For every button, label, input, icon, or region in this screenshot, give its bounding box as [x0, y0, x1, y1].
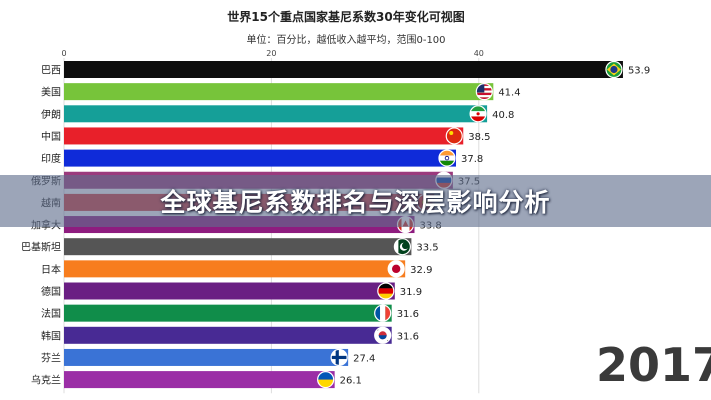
chart-title: 世界15个重点国家基尼系数30年变化可视图 [227, 9, 464, 24]
category-label: 巴基斯坦 [21, 241, 61, 254]
bar [64, 260, 406, 278]
brazil-flag-icon [605, 60, 623, 79]
value-label: 32.9 [410, 265, 432, 276]
value-label: 31.9 [400, 287, 422, 298]
pakistan-flag-icon [393, 238, 411, 256]
finland-flag-icon [330, 348, 348, 367]
bar [64, 61, 623, 78]
bar [64, 83, 494, 101]
category-label: 印度 [41, 152, 61, 165]
value-label: 33.5 [416, 243, 438, 254]
value-label: 41.4 [498, 88, 520, 99]
category-label: 德国 [41, 285, 61, 298]
category-label: 日本 [41, 263, 61, 276]
value-label: 37.8 [461, 154, 483, 165]
x-tick-label: 40 [474, 49, 484, 58]
bar [64, 371, 335, 389]
category-label: 芬兰 [41, 351, 61, 364]
bar [64, 326, 392, 344]
iran-flag-icon [469, 105, 487, 123]
germany-flag-icon [377, 282, 395, 300]
category-label: 韩国 [41, 329, 61, 342]
value-label: 26.1 [340, 376, 362, 387]
korea-flag-icon [374, 326, 392, 344]
value-label: 27.4 [353, 353, 375, 364]
value-label: 40.8 [492, 110, 514, 121]
chart-subtitle: 单位：百分比，越低收入越平均，范围0-100 [246, 33, 445, 46]
category-label: 美国 [41, 86, 61, 99]
china-flag-icon [445, 127, 463, 145]
category-label: 法国 [41, 307, 61, 320]
x-tick-label: 20 [266, 49, 276, 58]
bar [64, 282, 395, 300]
bar [64, 105, 488, 123]
france-flag-icon [374, 304, 392, 322]
category-label: 巴西 [41, 65, 61, 77]
usa-flag-icon [475, 83, 493, 101]
title-banner: 全球基尼系数排名与深层影响分析 [0, 175, 711, 227]
india-flag-icon [438, 149, 456, 167]
banner-text: 全球基尼系数排名与深层影响分析 [160, 188, 551, 217]
ukraine-flag-icon [317, 371, 335, 389]
x-tick-label: 0 [61, 49, 66, 58]
category-label: 伊朗 [41, 109, 61, 121]
bar [64, 127, 464, 145]
value-label: 31.6 [397, 331, 419, 342]
bar [64, 348, 349, 366]
bar [64, 304, 392, 322]
japan-flag-icon [387, 260, 405, 278]
value-label: 31.6 [397, 309, 419, 320]
category-label: 中国 [41, 130, 61, 143]
year-label: 2017 [596, 338, 711, 392]
value-label: 38.5 [468, 132, 490, 143]
category-label: 乌克兰 [31, 374, 61, 387]
value-label: 53.9 [628, 66, 650, 77]
bar [64, 238, 412, 256]
bar [64, 149, 456, 167]
